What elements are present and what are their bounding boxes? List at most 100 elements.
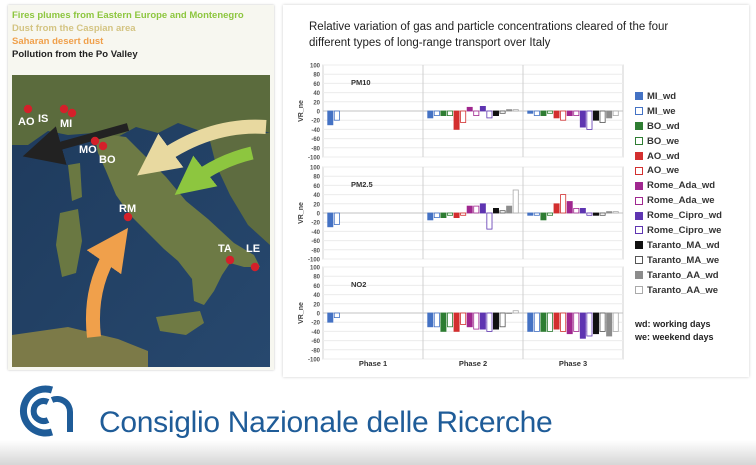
y-tick-label: 100 <box>310 64 321 70</box>
y-tick-label: 100 <box>310 166 321 172</box>
bar-Taranto_MA_we <box>499 110 506 114</box>
bar-Taranto_MA_wd <box>493 312 499 330</box>
bar-Taranto_MA_we <box>499 210 506 214</box>
bar-Taranto_AA_wd <box>506 312 513 314</box>
legend-swatch <box>635 152 643 160</box>
map-legend-po-valley: Pollution from the Po Valley <box>12 49 138 60</box>
legend-label: BO_wd <box>647 120 680 132</box>
bar-Rome_Ada_wd <box>566 312 573 335</box>
city-marker <box>98 141 108 151</box>
legend-label: Taranto_AA_we <box>647 284 719 296</box>
x-category-label: Phase 1 <box>359 359 387 368</box>
y-tick-label: 0 <box>317 110 321 116</box>
legend-item: BO_we <box>635 134 722 149</box>
legend-swatch <box>635 107 643 116</box>
legend-label: Rome_Cipro_we <box>647 224 722 236</box>
bar-BO_wd <box>440 212 447 218</box>
bar-Taranto_AA_we <box>612 312 619 332</box>
x-category-label: Phase 3 <box>559 359 587 368</box>
bar-AO_we <box>460 110 467 123</box>
bar-Taranto_MA_wd <box>593 110 599 121</box>
legend-label: BO_we <box>647 135 680 147</box>
bar-Taranto_MA_wd <box>493 207 499 214</box>
bar-Taranto_MA_wd <box>593 312 599 335</box>
bar-MI_we <box>533 212 540 216</box>
bar-MI_we <box>333 110 340 121</box>
organization-name: Consiglio Nazionale delle Ricerche <box>99 406 553 439</box>
city-label: RM <box>119 203 136 215</box>
bar-AO_we <box>460 312 467 325</box>
y-tick-label: 40 <box>313 91 320 97</box>
legend-label: Taranto_AA_wd <box>647 269 719 281</box>
y-tick-label: -100 <box>308 156 321 162</box>
saharan-dust-arrow <box>85 227 129 338</box>
bar-Rome_Cipro_wd <box>579 110 586 128</box>
bar-Rome_Cipro_we <box>586 312 593 337</box>
bar-AO_we <box>560 194 567 214</box>
bar-Taranto_MA_we <box>599 212 606 216</box>
bar-Taranto_AA_wd <box>606 110 613 119</box>
bar-BO_we <box>547 212 553 216</box>
legend-notes: wd: working days we: weekend days <box>635 318 714 344</box>
bar-AO_wd <box>553 312 560 330</box>
city-label: BO <box>99 154 116 166</box>
map-panel: AO IS MI MO BO RM TA LE Fires plumes fro… <box>8 5 274 370</box>
y-tick-label: 60 <box>313 184 320 190</box>
city-label: MI <box>60 118 72 130</box>
bar-Rome_Ada_wd <box>466 106 473 112</box>
city-label: IS <box>38 113 48 125</box>
bar-BO_wd <box>540 312 547 332</box>
y-tick-label: 60 <box>313 82 320 88</box>
y-axis-label: VR_ne <box>298 302 305 324</box>
bar-Rome_Cipro_we <box>486 312 493 332</box>
panel-label: NO2 <box>351 280 366 289</box>
city-label: LE <box>246 243 260 255</box>
legend-swatch <box>635 226 643 235</box>
legend-swatch <box>635 196 643 205</box>
y-tick-label: -20 <box>311 221 320 227</box>
bar-Rome_Ada_wd <box>566 201 573 214</box>
city-label: TA <box>218 243 232 255</box>
legend-swatch <box>635 271 643 280</box>
legend-label: Rome_Ada_we <box>647 195 715 207</box>
bar-MI_we <box>533 110 540 116</box>
bar-Rome_Cipro_wd <box>479 203 486 214</box>
bar-Rome_Ada_we <box>473 312 480 330</box>
italy-map: AO IS MI MO BO RM TA LE <box>12 75 270 367</box>
legend-swatch <box>635 166 643 175</box>
y-tick-label: -20 <box>311 321 320 327</box>
bar-BO_we <box>447 110 453 116</box>
bar-BO_we <box>447 312 453 328</box>
bar-Taranto_AA_wd <box>506 205 513 214</box>
bar-AO_we <box>560 110 567 121</box>
bar-BO_wd <box>440 110 447 116</box>
city-marker <box>90 136 100 146</box>
corsica-island <box>68 163 82 201</box>
legend-label: Taranto_MA_we <box>647 254 720 266</box>
bar-Taranto_AA_we <box>512 189 519 214</box>
y-tick-label: -60 <box>311 137 320 143</box>
y-tick-label: 0 <box>317 212 321 218</box>
y-tick-label: 20 <box>313 202 320 208</box>
bar-Taranto_AA_we <box>612 110 619 116</box>
y-tick-label: -20 <box>311 119 320 125</box>
bar-MI_wd <box>527 212 534 216</box>
bar-Rome_Cipro_wd <box>479 106 486 112</box>
bar-Rome_Ada_we <box>573 207 580 214</box>
bar-Rome_Ada_wd <box>466 205 473 214</box>
y-tick-label: 40 <box>313 293 320 299</box>
y-tick-label: 80 <box>313 175 320 181</box>
city-label: AO <box>18 116 35 128</box>
bar-Rome_Cipro_we <box>586 110 593 130</box>
bar-MI_wd <box>327 312 334 323</box>
legend-label: MI_we <box>647 105 676 117</box>
bar-AO_wd <box>453 110 460 130</box>
legend-item: Taranto_AA_wd <box>635 268 722 283</box>
legend-swatch <box>635 256 643 265</box>
bar-BO_wd <box>540 212 547 221</box>
bar-Rome_Ada_we <box>573 110 580 116</box>
map-legend-caspian: Dust from the Caspian area <box>12 23 136 34</box>
bar-Taranto_AA_we <box>512 310 519 314</box>
y-tick-label: -100 <box>308 258 321 264</box>
legend-item: Rome_Ada_we <box>635 193 722 208</box>
